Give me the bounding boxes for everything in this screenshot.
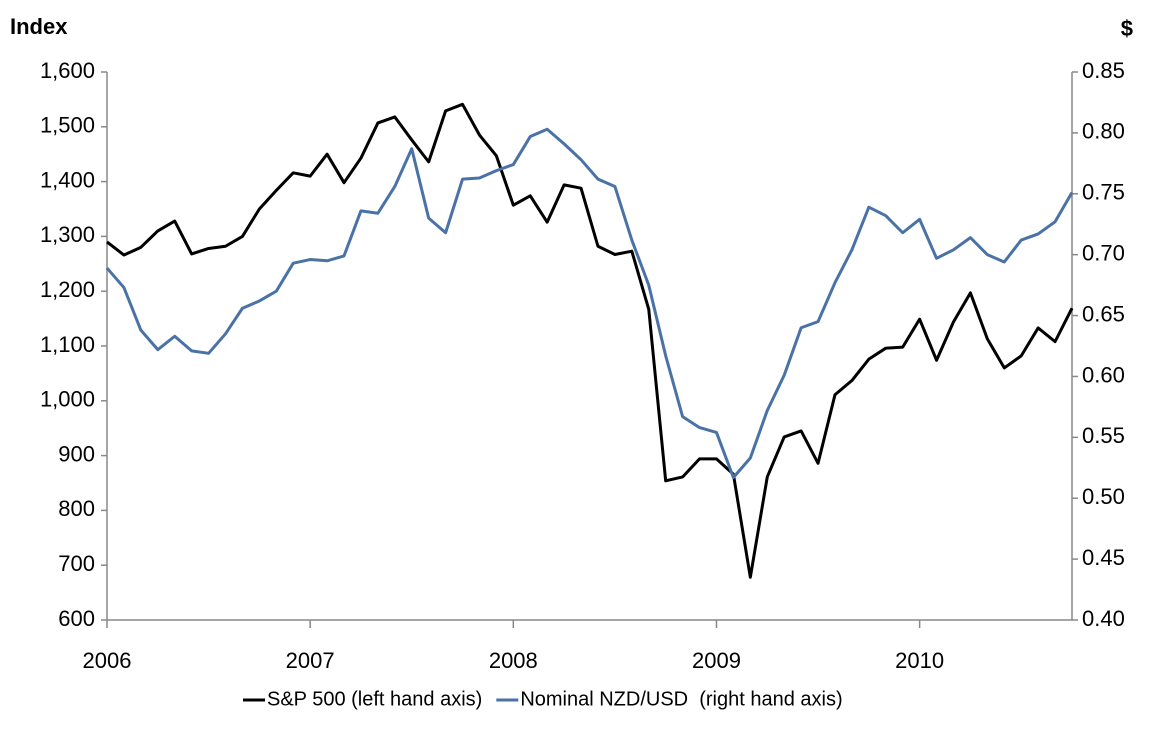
y2-tick-label: 0.85: [1082, 58, 1125, 83]
y-tick-label: 700: [58, 551, 95, 576]
y-tick-label: 1,600: [40, 58, 95, 83]
y2-tick-label: 0.50: [1082, 484, 1125, 509]
y-tick-label: 900: [58, 441, 95, 466]
y2-tick-label: 0.60: [1082, 362, 1125, 387]
x-tick-label: 2007: [286, 648, 335, 673]
series-line: [105, 127, 1074, 480]
y2-tick-label: 0.45: [1082, 545, 1125, 570]
x-tick-label: 2010: [895, 648, 944, 673]
y-axis-title: Index: [10, 14, 68, 39]
y2-tick-label: 0.80: [1082, 119, 1125, 144]
y2-tick-label: 0.40: [1082, 606, 1125, 631]
y2-axis-title: $: [1121, 16, 1133, 41]
y2-tick-label: 0.65: [1082, 301, 1125, 326]
series-line: [106, 102, 1074, 579]
legend-label: S&P 500 (left hand axis): [267, 688, 482, 710]
y-tick-label: 1,000: [40, 387, 95, 412]
x-tick-label: 2009: [692, 648, 741, 673]
y-tick-label: 1,300: [40, 222, 95, 247]
x-tick-label: 2006: [83, 648, 132, 673]
y2-tick-label: 0.55: [1082, 423, 1125, 448]
y-tick-label: 1,400: [40, 167, 95, 192]
y-tick-label: 1,100: [40, 332, 95, 357]
y-tick-label: 800: [58, 496, 95, 521]
y-tick-label: 1,200: [40, 277, 95, 302]
y-tick-label: 600: [58, 606, 95, 631]
x-tick-label: 2008: [489, 648, 538, 673]
legend-label: Nominal NZD/USD (right hand axis): [520, 688, 842, 710]
y-tick-label: 1,500: [40, 113, 95, 138]
y2-tick-label: 0.75: [1082, 180, 1125, 205]
y2-tick-label: 0.70: [1082, 240, 1125, 265]
